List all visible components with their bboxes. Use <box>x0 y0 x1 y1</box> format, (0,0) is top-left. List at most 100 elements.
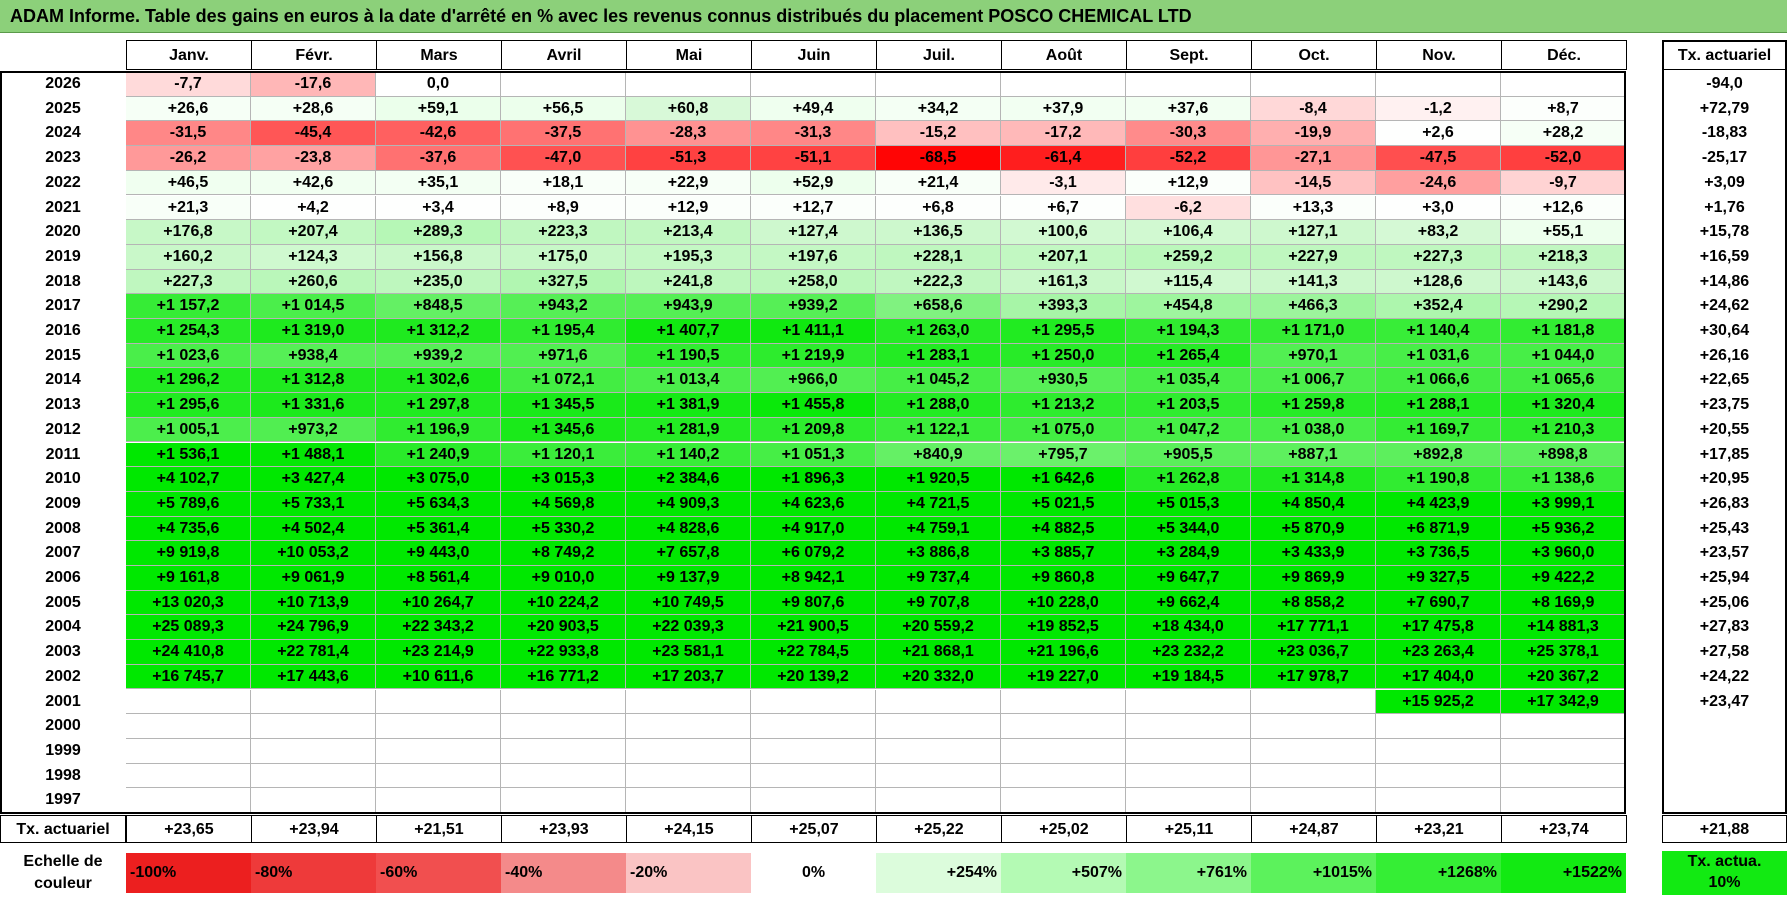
gain-cell: +59,1 <box>376 96 501 122</box>
gain-cell <box>751 788 876 813</box>
year-label: 2026 <box>45 75 81 92</box>
gain-cell: +20 367,2 <box>1501 664 1626 690</box>
gain-cell <box>1501 72 1626 97</box>
gain-cell: +10 053,2 <box>251 541 376 566</box>
gain-cell <box>1126 788 1251 813</box>
gain-cell <box>1126 763 1251 789</box>
gain-cell: +222,3 <box>876 269 1001 295</box>
gain-cell: +8 169,9 <box>1501 590 1626 616</box>
gain-cell: +2 384,6 <box>626 467 751 492</box>
gain-cell: +3 015,3 <box>501 467 626 492</box>
gain-cell: +55,1 <box>1501 220 1626 245</box>
month-header: Mai <box>626 40 752 70</box>
gain-cell: +6 871,9 <box>1376 516 1501 542</box>
gain-cell: +2,6 <box>1376 121 1501 147</box>
gain-cell: +1 331,6 <box>251 393 376 418</box>
footer-rate-cell: +23,93 <box>501 815 627 843</box>
footer-rate-cell: +25,11 <box>1126 815 1252 843</box>
gain-cell: -17,2 <box>1001 121 1126 147</box>
gain-cell: +156,8 <box>376 244 501 270</box>
gain-cell: +1 312,8 <box>251 368 376 394</box>
gain-cell: +12,9 <box>1126 170 1251 196</box>
legend-swatch: +1522% <box>1501 853 1626 893</box>
gain-cell: +5 870,9 <box>1251 516 1376 542</box>
gain-cell: +21,3 <box>126 195 251 221</box>
rate-cell: +23,57 <box>1699 544 1750 562</box>
gain-cell: +930,5 <box>1001 368 1126 394</box>
gain-cell <box>501 72 626 97</box>
month-header: Nov. <box>1376 40 1502 70</box>
gain-cell: +1 455,8 <box>751 393 876 418</box>
gain-cell: +8 749,2 <box>501 541 626 566</box>
legend-swatch: +507% <box>1001 853 1126 893</box>
gain-cell: +5 361,4 <box>376 516 501 542</box>
rate-cell: -25,17 <box>1701 149 1748 167</box>
gain-cell: +115,4 <box>1126 269 1251 295</box>
gain-cell: +37,6 <box>1126 96 1251 122</box>
gain-cell: -68,5 <box>876 146 1001 171</box>
footer-label: Tx. actuariel <box>0 815 126 843</box>
gain-cell <box>751 738 876 764</box>
gain-cell: +19 227,0 <box>1001 664 1126 690</box>
year-label: 2017 <box>45 297 81 315</box>
gain-cell: +3 886,8 <box>876 541 1001 566</box>
year-label: 2009 <box>45 494 81 512</box>
gain-cell: +106,4 <box>1126 220 1251 245</box>
gain-cell <box>251 763 376 789</box>
gain-cell: +6,7 <box>1001 195 1126 221</box>
rate-cell: +23,47 <box>1699 692 1750 710</box>
gain-cell: +1 209,8 <box>751 417 876 443</box>
gain-cell <box>376 788 501 813</box>
gain-cell: +5 733,1 <box>251 491 376 517</box>
gain-cell: +5 789,6 <box>126 491 251 517</box>
gain-cell: +1 345,6 <box>501 417 626 443</box>
gain-cell: +1 319,0 <box>251 319 376 344</box>
gain-cell: +17 203,7 <box>626 664 751 690</box>
gain-cell: +1 005,1 <box>126 417 251 443</box>
gain-cell <box>501 714 626 739</box>
gain-cell: +6 079,2 <box>751 541 876 566</box>
gain-cell: +5 015,3 <box>1126 491 1251 517</box>
gain-cell: +1 035,4 <box>1126 368 1251 394</box>
gain-cell: +1 407,7 <box>626 319 751 344</box>
gain-cell: +352,4 <box>1376 294 1501 319</box>
gain-cell: +23 036,7 <box>1251 640 1376 665</box>
year-label: 2010 <box>45 470 81 488</box>
report-title-bar: ADAM Informe. Table des gains en euros à… <box>0 0 1787 33</box>
year-label: 2018 <box>45 272 81 290</box>
legend-label: Echelle de couleur <box>23 853 103 892</box>
gain-cell: -27,1 <box>1251 146 1376 171</box>
gain-cell: +46,5 <box>126 170 251 196</box>
gain-cell: +9 161,8 <box>126 566 251 591</box>
footer-rate-cell: +25,02 <box>1001 815 1127 843</box>
gain-cell <box>1376 788 1501 813</box>
year-label: 2020 <box>45 223 81 241</box>
year-label: 2011 <box>45 445 81 463</box>
gain-cell: +20 903,5 <box>501 615 626 641</box>
gain-cell: +5 330,2 <box>501 516 626 542</box>
gain-cell: +3 885,7 <box>1001 541 1126 566</box>
gain-cell <box>1501 738 1626 764</box>
rate-cell: -18,83 <box>1701 124 1748 142</box>
gain-cell: +1 031,6 <box>1376 343 1501 369</box>
year-label: 2016 <box>45 322 81 339</box>
gain-cell: -51,1 <box>751 146 876 171</box>
gain-cell: 0,0 <box>376 72 501 97</box>
gain-cell: +9 061,9 <box>251 566 376 591</box>
gain-cell: +56,5 <box>501 96 626 122</box>
month-header: Mars <box>376 40 502 70</box>
gain-cell: +16 745,7 <box>126 664 251 690</box>
rate-cell: -94,0 <box>1706 75 1743 92</box>
gain-cell: -9,7 <box>1501 170 1626 196</box>
gain-cell: +12,7 <box>751 195 876 221</box>
year-label: 2025 <box>45 99 81 117</box>
gain-cell: +3 736,5 <box>1376 541 1501 566</box>
gain-cell: +12,9 <box>626 195 751 221</box>
footer-rate-cell: +23,65 <box>126 815 252 843</box>
gain-cell: -1,2 <box>1376 96 1501 122</box>
gain-cell: +143,6 <box>1501 269 1626 295</box>
gain-cell: +1 157,2 <box>126 294 251 319</box>
gain-cell: +1 296,2 <box>126 368 251 394</box>
gain-cell: +1 190,8 <box>1376 467 1501 492</box>
rate-cell: +26,16 <box>1699 346 1750 364</box>
